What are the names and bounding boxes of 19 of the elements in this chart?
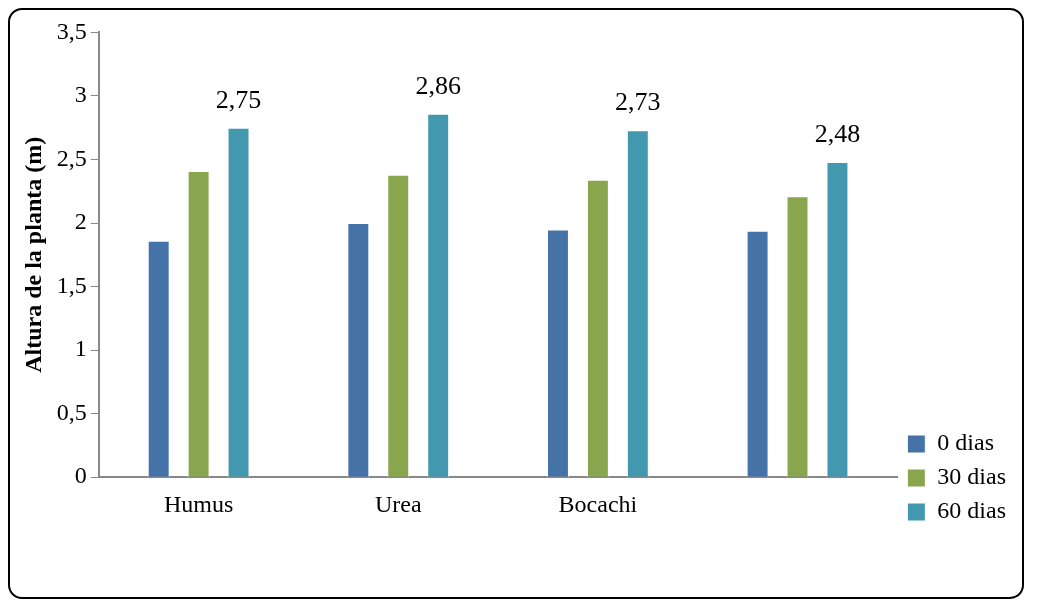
data-label: 2,86 [415,70,461,100]
y-tick-label: 2 [74,208,87,235]
y-axis-title: Altura de la planta (m) [19,136,46,373]
y-tick-label: 2,5 [56,144,87,171]
x-tick-label: Humus [163,490,234,517]
legend-label: 60 dias [937,497,1007,524]
y-tick-label: 1 [74,335,87,362]
data-label: 2,75 [215,84,262,114]
data-label: 2,73 [615,87,661,117]
y-tick-label: 0 [74,462,87,489]
legend-label: 30 dias [937,463,1007,490]
y-tick-label: 3 [74,81,87,108]
legend-label: 0 dias [937,429,995,456]
x-tick-label: Bocachi [558,490,638,517]
y-tick-label: 1,5 [56,271,87,298]
y-tick-label: 3,5 [56,17,87,44]
data-label: 2,48 [814,118,861,148]
x-tick-label: Urea [374,490,422,517]
y-tick-label: 0,5 [56,398,87,425]
